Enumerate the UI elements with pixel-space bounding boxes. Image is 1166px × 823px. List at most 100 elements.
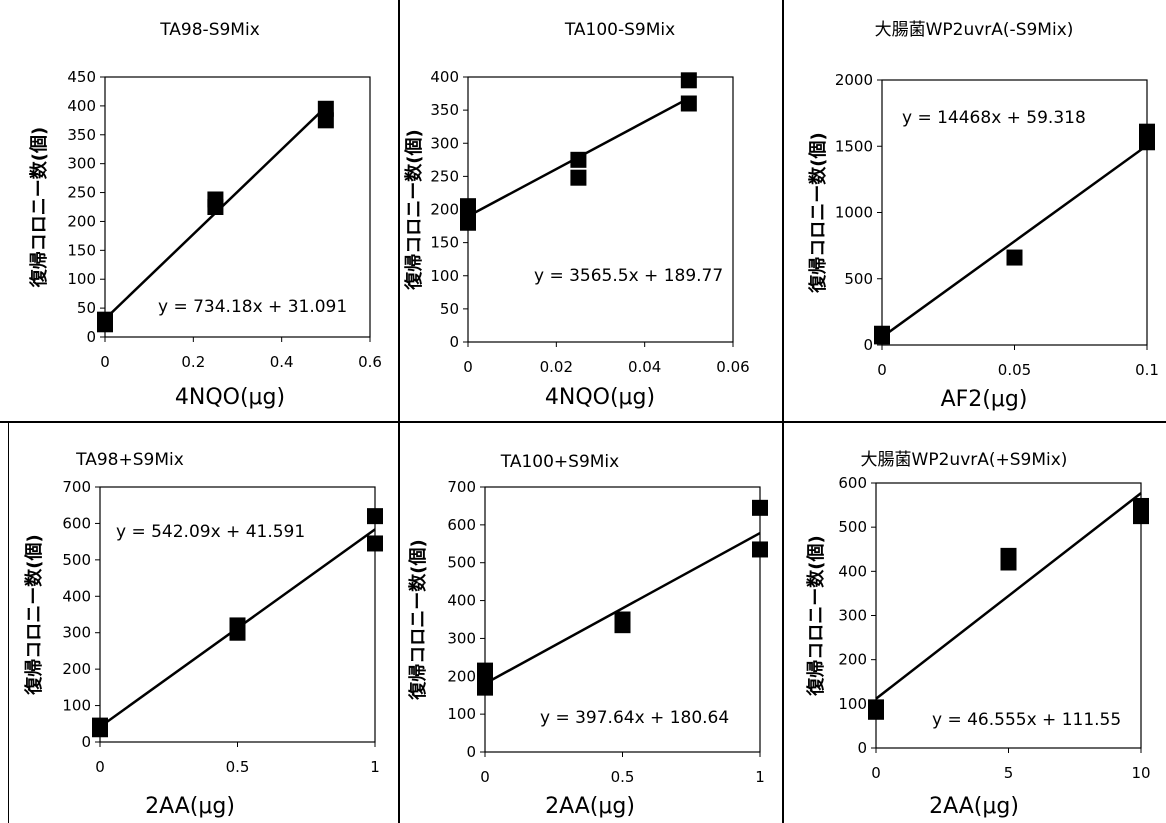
chart-title: TA100-S9Mix xyxy=(564,20,675,40)
regression-equation: y = 14468x + 59.318 xyxy=(902,108,1086,128)
x-tick-label: 0.4 xyxy=(270,353,294,371)
regression-equation: y = 542.09x + 41.591 xyxy=(116,522,305,542)
y-tick-label: 350 xyxy=(67,126,96,144)
outer-left-border xyxy=(8,423,9,823)
data-point xyxy=(317,100,334,117)
x-tick-label: 1 xyxy=(755,768,765,786)
y-tick-label: 600 xyxy=(62,514,91,532)
trendline xyxy=(484,531,761,685)
x-tick-label: 0 xyxy=(480,768,490,786)
x-tick-label: 0 xyxy=(95,758,105,776)
data-point xyxy=(752,499,768,516)
data-point xyxy=(229,617,246,634)
y-tick-label: 0 xyxy=(466,743,476,761)
y-axis-label: 復帰コロニー数(個) xyxy=(28,127,50,288)
y-tick-label: 400 xyxy=(62,587,91,605)
y-tick-label: 50 xyxy=(77,299,96,317)
x-axis-label: 2AA(μg) xyxy=(145,794,235,819)
x-tick-label: 1 xyxy=(370,758,380,776)
x-tick-label: 10 xyxy=(1131,764,1150,782)
data-point xyxy=(477,662,493,679)
y-tick-label: 600 xyxy=(838,474,867,492)
chart-ta100-plus-s9: TA100+S9Mix 0 100 200 300 400 500 600 700 0 0.5 1 2A… xyxy=(407,452,768,819)
data-point xyxy=(868,699,884,716)
y-tick-label: 150 xyxy=(430,234,459,252)
regression-equation: y = 734.18x + 31.091 xyxy=(158,297,347,317)
y-tick-label: 500 xyxy=(844,270,873,288)
data-point xyxy=(92,717,108,734)
data-point xyxy=(752,541,768,558)
chart-wp2uvra-minus-s9: 大腸菌WP2uvrA(-S9Mix) 0 500 1000 1500 2000 0 0.05 0… xyxy=(807,20,1159,412)
data-point xyxy=(570,151,587,168)
chart-wp2uvra-plus-s9: 大腸菌WP2uvrA(+S9Mix) 0 100 200 300 400 500 600 0 5 1… xyxy=(805,450,1151,819)
chart-ta100-minus-s9: TA100-S9Mix 0 50 100 150 200 250 300 350 400 0 0.02… xyxy=(403,20,750,410)
chart-title: 大腸菌WP2uvrA(-S9Mix) xyxy=(875,20,1074,40)
data-point xyxy=(1139,123,1155,140)
y-tick-label: 0 xyxy=(863,336,873,354)
x-tick-label: 0.1 xyxy=(1135,361,1159,379)
y-tick-label: 500 xyxy=(62,551,91,569)
chart-title: TA98+S9Mix xyxy=(75,450,184,470)
y-tick-label: 1500 xyxy=(835,137,873,155)
y-tick-label: 500 xyxy=(838,518,867,536)
trendline xyxy=(881,144,1148,339)
y-tick-label: 0 xyxy=(86,328,96,346)
data-point xyxy=(874,325,890,342)
y-tick-label: 350 xyxy=(430,101,459,119)
y-tick-label: 300 xyxy=(62,624,91,642)
y-tick-label: 200 xyxy=(67,212,96,230)
x-tick-label: 0.5 xyxy=(611,768,635,786)
y-tick-label: 100 xyxy=(62,697,91,715)
y-tick-label: 0 xyxy=(81,733,91,751)
x-tick-label: 0.6 xyxy=(358,353,382,371)
y-axis-label: 復帰コロニー数(個) xyxy=(807,132,829,293)
chart-title: TA100+S9Mix xyxy=(500,452,619,472)
y-tick-label: 0 xyxy=(449,333,459,351)
divider-vertical-right-top xyxy=(782,0,784,421)
y-tick-label: 200 xyxy=(447,667,476,685)
x-axis-label: 4NQO(μg) xyxy=(545,385,655,410)
data-point xyxy=(1000,547,1017,564)
plot-area xyxy=(99,486,376,743)
x-tick-label: 0.05 xyxy=(998,361,1031,379)
data-point xyxy=(207,191,224,208)
y-tick-label: 150 xyxy=(67,241,96,259)
y-tick-label: 0 xyxy=(857,739,867,757)
data-point xyxy=(1006,249,1023,266)
x-tick-label: 0.5 xyxy=(226,758,250,776)
y-tick-label: 400 xyxy=(447,592,476,610)
y-tick-label: 1000 xyxy=(835,204,873,222)
y-tick-label: 100 xyxy=(430,267,459,285)
data-point xyxy=(614,611,631,628)
y-tick-label: 2000 xyxy=(835,71,873,89)
regression-equation: y = 46.555x + 111.55 xyxy=(932,710,1121,730)
x-axis-label: 2AA(μg) xyxy=(545,794,635,819)
data-point xyxy=(1133,497,1149,514)
y-tick-label: 400 xyxy=(430,68,459,86)
data-point xyxy=(367,535,383,552)
chart-ta98-minus-s9: TA98-S9Mix 0 50 100 150 200 250 300 350 400 450 0 0.… xyxy=(28,20,382,410)
x-tick-label: 0 xyxy=(463,358,473,376)
y-tick-label: 300 xyxy=(838,607,867,625)
data-point xyxy=(367,508,383,525)
x-tick-label: 0.2 xyxy=(181,353,205,371)
data-point xyxy=(680,95,697,112)
y-axis-label: 復帰コロニー数(個) xyxy=(407,539,429,700)
y-tick-label: 250 xyxy=(67,184,96,202)
y-tick-label: 400 xyxy=(838,562,867,580)
y-tick-label: 400 xyxy=(67,97,96,115)
y-tick-label: 600 xyxy=(447,516,476,534)
x-tick-label: 0.02 xyxy=(540,358,573,376)
y-axis-label: 復帰コロニー数(個) xyxy=(805,535,827,696)
y-tick-label: 700 xyxy=(447,478,476,496)
x-tick-label: 0 xyxy=(877,361,887,379)
x-tick-label: 0 xyxy=(100,353,110,371)
y-tick-label: 200 xyxy=(430,201,459,219)
data-point xyxy=(460,198,476,215)
x-tick-label: 0 xyxy=(871,764,881,782)
chart-ta98-plus-s9: TA98+S9Mix 0 100 200 300 400 500 600 700 0 0.5 1 2AA… xyxy=(23,450,383,819)
data-point xyxy=(570,169,587,186)
y-tick-label: 200 xyxy=(62,660,91,678)
y-tick-label: 450 xyxy=(67,68,96,86)
x-tick-label: 0.04 xyxy=(628,358,661,376)
